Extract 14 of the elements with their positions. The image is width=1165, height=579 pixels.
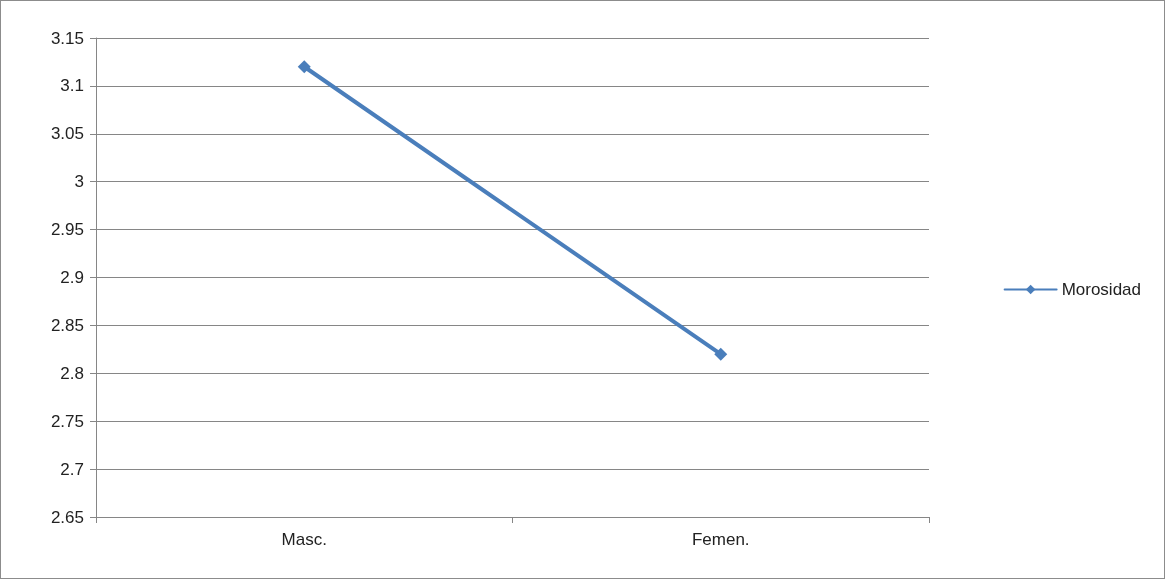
y-tick-label: 2.7 xyxy=(60,459,84,479)
y-tick-label: 3.05 xyxy=(50,124,84,144)
y-tick-label: 2.75 xyxy=(50,411,84,431)
y-tick-label: 2.8 xyxy=(60,363,84,383)
y-tick-label: 2.9 xyxy=(60,268,84,287)
y-tick-label: 2.65 xyxy=(50,507,84,527)
x-tick-label: Femen. xyxy=(691,530,750,549)
y-tick-label: 3.15 xyxy=(50,28,84,48)
y-tick-label: 2.85 xyxy=(50,315,84,335)
y-tick-label: 3.1 xyxy=(60,76,84,96)
x-tick-label: Masc. xyxy=(281,530,327,549)
y-tick-label: 2.95 xyxy=(50,220,84,240)
legend-label: Morosidad xyxy=(1061,280,1141,299)
y-tick-label: 3 xyxy=(74,172,84,192)
